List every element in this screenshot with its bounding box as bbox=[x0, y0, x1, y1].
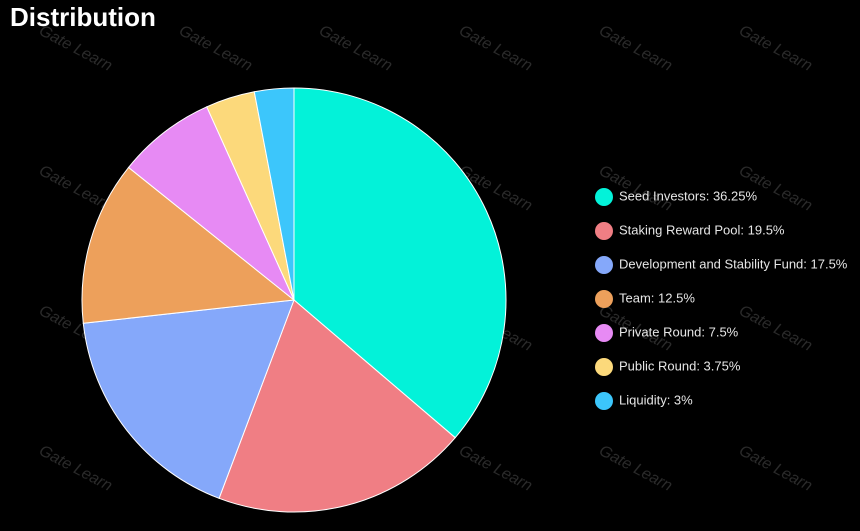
legend-label: Team: 12.5% bbox=[619, 290, 695, 305]
pie bbox=[81, 87, 507, 513]
pie-slice bbox=[293, 87, 507, 439]
pie-slice bbox=[253, 87, 295, 301]
legend-swatch bbox=[595, 392, 613, 410]
legend-swatch bbox=[595, 222, 613, 240]
chart-title: Distribution bbox=[10, 2, 156, 32]
legend-label: Public Round: 3.75% bbox=[619, 358, 741, 373]
legend-label: Development and Stability Fund: 17.5% bbox=[619, 256, 848, 271]
legend: Seed Investors: 36.25% Staking Reward Poo… bbox=[595, 188, 848, 410]
pie-slice bbox=[81, 166, 296, 324]
legend-swatch bbox=[595, 358, 613, 376]
legend-swatch bbox=[595, 324, 613, 342]
pie-slice bbox=[127, 106, 295, 301]
legend-swatch bbox=[595, 188, 613, 206]
legend-swatch bbox=[595, 256, 613, 274]
legend-swatch bbox=[595, 290, 613, 308]
pie-slice bbox=[82, 299, 295, 499]
legend-label: Seed Investors: 36.25% bbox=[619, 188, 757, 203]
legend-label: Private Round: 7.5% bbox=[619, 324, 739, 339]
pie-slice bbox=[218, 299, 456, 513]
legend-label: Liquidity: 3% bbox=[619, 392, 693, 407]
legend-label: Staking Reward Pool: 19.5% bbox=[619, 222, 785, 237]
